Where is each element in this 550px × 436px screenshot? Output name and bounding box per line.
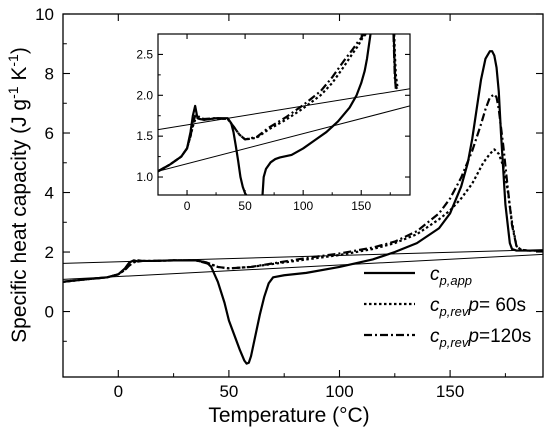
inset-x-tick-label: 150	[351, 199, 371, 213]
legend: cp,app cp,revp= 60s cp,revp=120s	[364, 264, 531, 350]
legend-param-value: =120s	[479, 326, 531, 347]
inset-series-baseline-line	[158, 88, 410, 131]
inset-series-solid-line	[261, 34, 372, 195]
main-plot-frame	[62, 13, 544, 378]
main-y-tick-label: 4	[45, 184, 54, 203]
main-y-axis-title-sup2: -1	[5, 54, 21, 67]
inset-series-dashdot-line	[158, 34, 365, 173]
main-x-tick-label: 0	[114, 382, 123, 401]
legend-subscript: p,app	[439, 273, 473, 288]
main-y-axis-title-sup1: -1	[5, 86, 21, 99]
inset-series-dotted-line	[393, 34, 400, 90]
legend-label: cp,revp= 60s	[430, 295, 526, 319]
legend-label: cp,revp=120s	[430, 326, 531, 350]
main-plot-area: 0 50 100 150 0 2 4 6 8 10	[35, 5, 544, 401]
inset-series-layer	[158, 34, 410, 195]
inset-frame	[157, 33, 411, 196]
inset-series-dashdot-line	[392, 34, 399, 90]
main-x-tick-label: 100	[325, 382, 353, 401]
inset-background	[158, 34, 410, 195]
main-x-tick-label: 50	[219, 382, 238, 401]
legend-param: p	[467, 326, 479, 347]
legend-label: cp,app	[430, 264, 472, 288]
inset-ticks-layer: 0 50 100 150 1.0 1.5 2.0 2.5	[136, 33, 410, 213]
legend-item-cp-app: cp,app	[364, 264, 472, 288]
legend-param-value: = 60s	[479, 295, 526, 316]
inset-plot: 0 50 100 150 1.0 1.5 2.0 2.5	[136, 33, 411, 213]
main-y-axis-title-mid: K	[8, 67, 31, 87]
inset-series-group	[158, 34, 410, 195]
main-y-tick-label: 2	[45, 243, 54, 262]
inset-x-tick-label: 50	[238, 199, 252, 213]
legend-subscript: p,rev	[439, 335, 470, 350]
main-y-tick-label: 6	[45, 124, 54, 143]
main-y-axis-title-end: )	[8, 47, 31, 54]
inset-y-tick-label: 2.5	[136, 47, 153, 61]
main-y-tick-label: 0	[45, 303, 54, 322]
inset-x-tick-label: 0	[184, 199, 191, 213]
inset-y-tick-label: 1.0	[136, 170, 153, 184]
legend-symbol: c	[430, 326, 440, 347]
main-series-dashdot-line	[63, 93, 543, 283]
legend-symbol: c	[430, 295, 440, 316]
legend-param: p	[467, 295, 479, 316]
main-y-tick-label: 10	[35, 5, 54, 24]
main-y-axis-title-base: Specific heat capacity (J g	[8, 99, 31, 343]
main-series-group	[63, 50, 543, 365]
main-y-axis-title: Specific heat capacity (J g-1 K-1)	[5, 47, 31, 343]
inset-y-tick-label: 2.0	[136, 88, 153, 102]
main-x-axis-title: Temperature (°C)	[208, 404, 369, 427]
legend-symbol: c	[430, 264, 440, 285]
inset-x-tick-label: 100	[293, 199, 313, 213]
legend-item-cp-rev-60: cp,revp= 60s	[364, 295, 526, 319]
legend-item-cp-rev-120: cp,revp=120s	[364, 326, 531, 350]
inset-y-tick-label: 1.5	[136, 129, 153, 143]
legend-subscript: p,rev	[439, 304, 470, 319]
main-ticks-layer: 0 50 100 150 0 2 4 6 8 10	[35, 5, 543, 401]
main-x-tick-label: 150	[436, 382, 464, 401]
main-series-layer	[63, 50, 543, 365]
main-y-tick-label: 8	[45, 65, 54, 84]
main-series-baseline-line	[63, 249, 543, 264]
main-series-baseline-line	[63, 253, 543, 280]
inset-series-baseline-line	[158, 105, 410, 172]
